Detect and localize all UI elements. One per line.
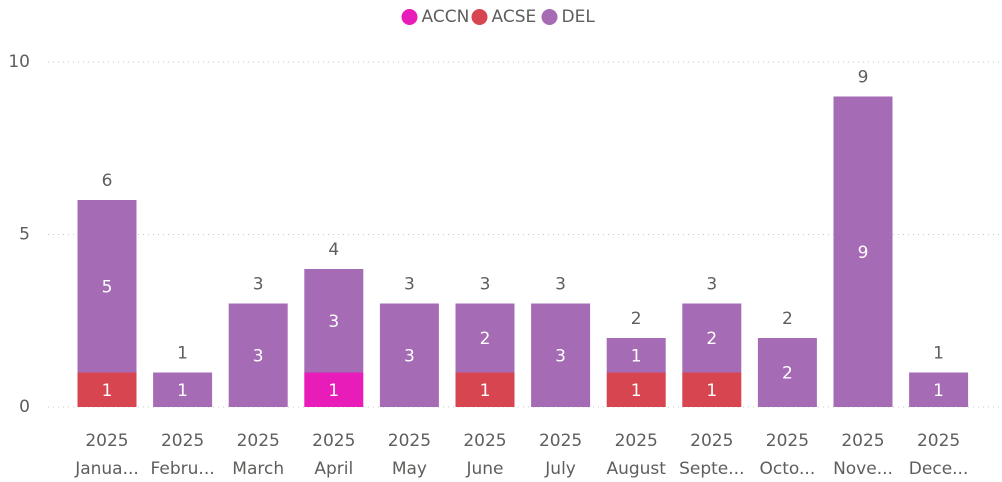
- legend-label: ACCN: [422, 7, 470, 27]
- data-label: 1: [102, 381, 113, 401]
- x-tick-label: 2025: [161, 431, 204, 451]
- data-label: 1: [631, 381, 642, 401]
- bar-segment: [77, 200, 137, 373]
- bar-segment: [455, 372, 515, 407]
- data-label: 3: [253, 346, 264, 366]
- data-label: 5: [102, 277, 113, 297]
- total-label: 3: [706, 275, 717, 295]
- x-tick-label: Septe...: [679, 459, 744, 479]
- x-tick-label: March: [232, 459, 284, 479]
- bar-segment: [606, 372, 666, 407]
- total-label: 3: [555, 275, 566, 295]
- x-tick-label: July: [544, 459, 576, 479]
- y-tick-label: 0: [19, 397, 30, 417]
- x-tick-label: Dece...: [909, 459, 969, 479]
- x-tick-label: Nove...: [833, 459, 893, 479]
- bar-segment: [304, 269, 364, 373]
- x-tick-label: Octo...: [760, 459, 816, 479]
- x-tick-label: 2025: [615, 431, 658, 451]
- data-label: 3: [404, 346, 415, 366]
- total-label: 2: [782, 309, 793, 329]
- bar-segment: [77, 372, 137, 407]
- x-tick-label: 2025: [463, 431, 506, 451]
- x-tick-label: August: [606, 459, 666, 479]
- data-label: 2: [782, 364, 793, 384]
- x-tick-label: April: [314, 459, 353, 479]
- x-tick-label: 2025: [690, 431, 733, 451]
- bar-segment: [304, 372, 364, 407]
- total-label: 3: [480, 275, 491, 295]
- total-label: 1: [177, 344, 188, 364]
- bar-segment: [682, 303, 742, 373]
- x-tick-label: May: [392, 459, 427, 479]
- data-label: 1: [328, 381, 339, 401]
- data-label: 9: [858, 243, 869, 263]
- x-tick-label: 2025: [312, 431, 355, 451]
- total-label: 6: [102, 171, 113, 191]
- x-tick-label: 2025: [539, 431, 582, 451]
- x-tick-label: 2025: [917, 431, 960, 451]
- x-tick-label: June: [465, 459, 503, 479]
- bar-segment: [833, 96, 893, 407]
- total-label: 9: [858, 68, 869, 88]
- data-label: 2: [480, 329, 491, 349]
- bar-segment: [606, 338, 666, 373]
- total-label: 4: [328, 240, 339, 260]
- bar-segment: [757, 338, 817, 407]
- x-tick-label: 2025: [388, 431, 431, 451]
- data-label: 1: [706, 381, 717, 401]
- x-tick-label: 2025: [766, 431, 809, 451]
- total-label: 1: [933, 344, 944, 364]
- bar-segment: [682, 372, 742, 407]
- total-label: 3: [253, 275, 264, 295]
- legend-label: DEL: [562, 7, 596, 27]
- data-label: 1: [933, 381, 944, 401]
- bar-segment: [531, 303, 591, 407]
- bar-segment: [909, 372, 969, 407]
- x-tick-label: Janua...: [74, 459, 139, 479]
- data-label: 1: [480, 381, 491, 401]
- x-tick-label: 2025: [237, 431, 280, 451]
- legend-marker: [541, 9, 558, 25]
- y-tick-label: 5: [19, 225, 30, 245]
- y-tick-label: 10: [8, 52, 30, 72]
- data-label: 2: [706, 329, 717, 349]
- bar-segment: [455, 303, 515, 373]
- total-label: 3: [404, 275, 415, 295]
- total-label: 2: [631, 309, 642, 329]
- legend-marker: [471, 9, 488, 25]
- legend-marker: [401, 9, 418, 25]
- data-label: 1: [177, 381, 188, 401]
- bar-segment: [153, 372, 213, 407]
- data-label: 1: [631, 346, 642, 366]
- legend-label: ACSE: [492, 7, 537, 27]
- x-tick-label: 2025: [85, 431, 128, 451]
- bar-segment: [379, 303, 439, 407]
- bar-segment: [228, 303, 288, 407]
- data-label: 3: [328, 312, 339, 332]
- x-tick-label: Febru...: [151, 459, 215, 479]
- x-tick-label: 2025: [841, 431, 884, 451]
- data-label: 3: [555, 346, 566, 366]
